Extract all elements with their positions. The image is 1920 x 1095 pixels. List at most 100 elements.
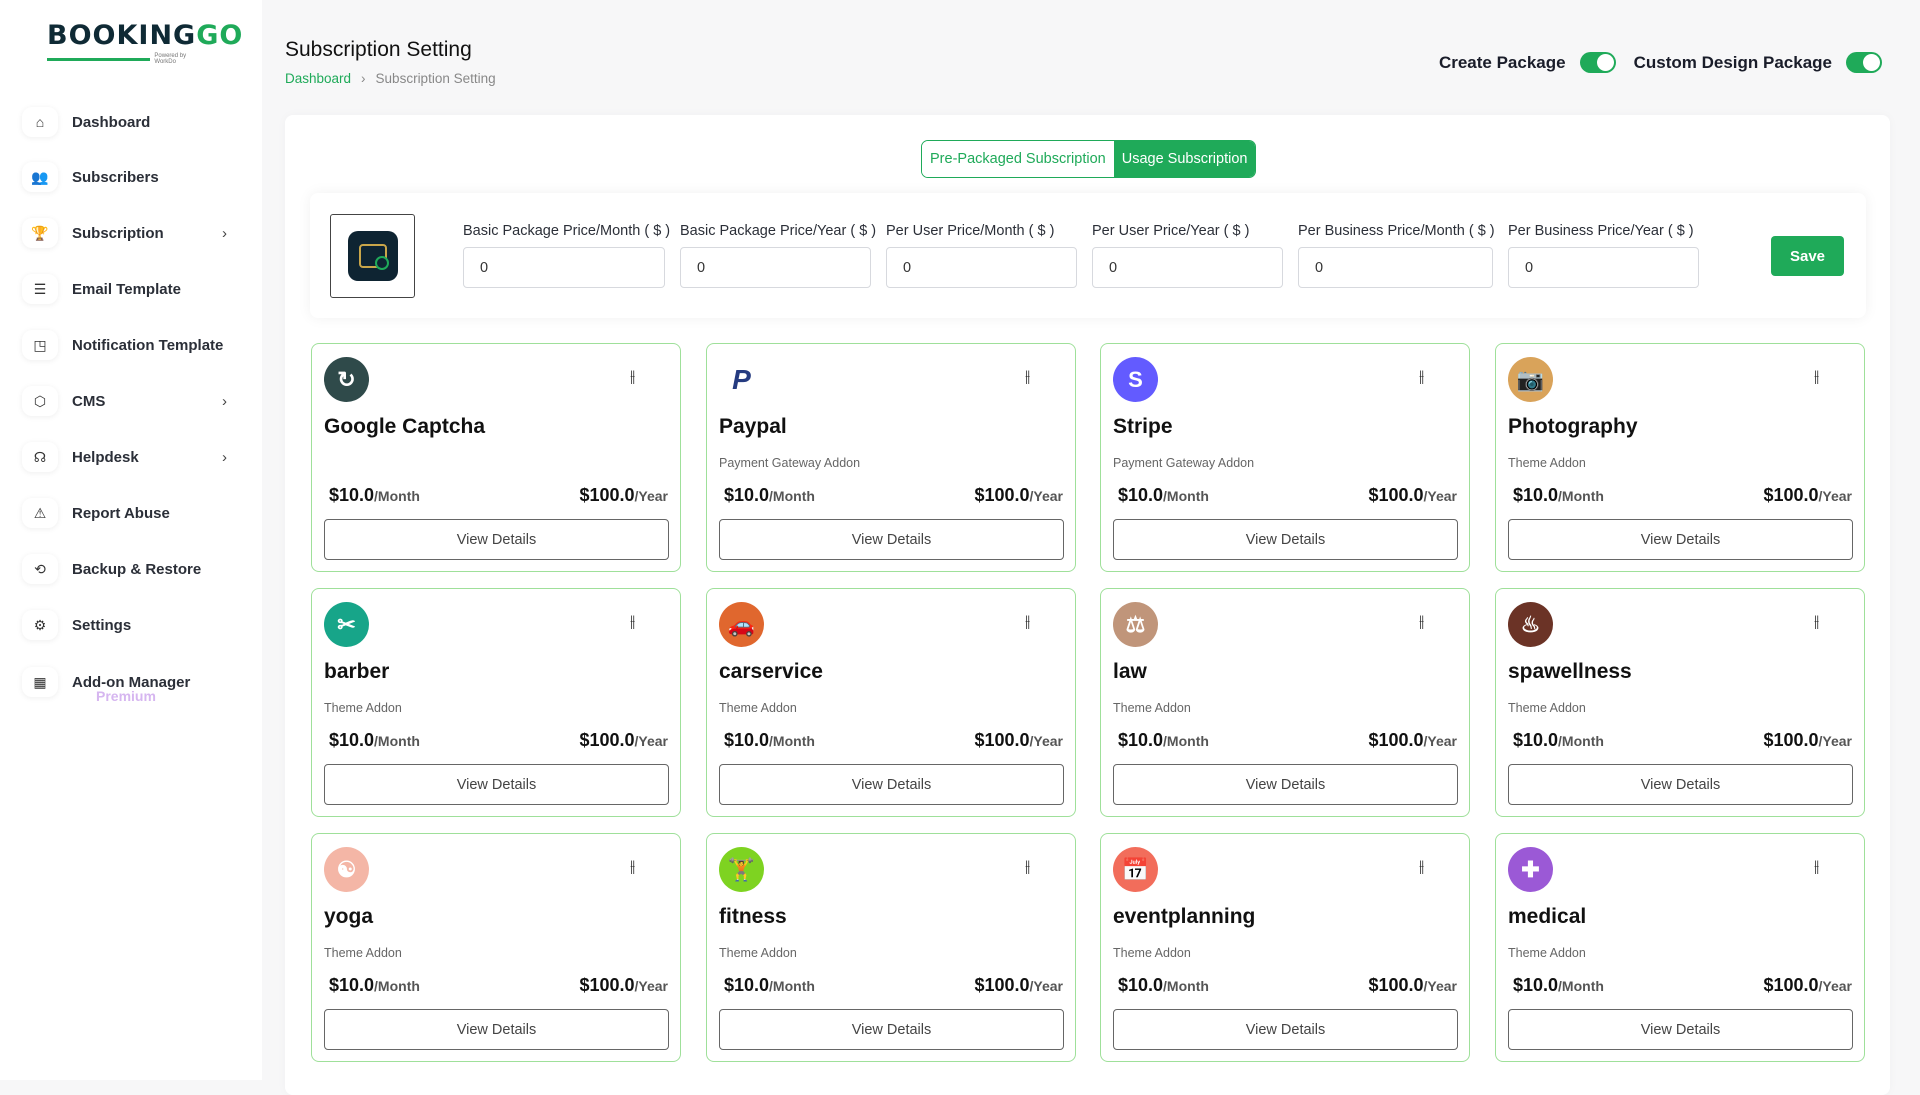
year-price: $100.0/Year <box>579 485 668 505</box>
year-unit: /Year <box>1423 733 1457 749</box>
sidebar-item-subscription[interactable]: 🏆 Subscription › <box>22 211 237 255</box>
sidebar-item-label: Subscription <box>72 224 164 242</box>
header-toggles: Create Package Custom Design Package <box>1439 52 1886 73</box>
create-package-toggle[interactable] <box>1579 52 1616 73</box>
month-price: $10.0/Month <box>329 975 420 995</box>
medical-icon: ✚ <box>1508 847 1553 892</box>
month-unit: /Month <box>1558 733 1604 749</box>
view-details-button[interactable]: View Details <box>324 519 669 560</box>
sliders-icon[interactable]: ⫲ <box>1814 368 1820 385</box>
yoga-icon: ☯ <box>324 847 369 892</box>
sliders-icon[interactable]: ⫲ <box>1419 368 1425 385</box>
sliders-icon[interactable]: ⫲ <box>1814 858 1820 875</box>
addon-name: spawellness <box>1508 660 1632 683</box>
sidebar-item-dashboard[interactable]: ⌂ Dashboard <box>22 100 237 144</box>
month-price: $10.0/Month <box>724 730 815 750</box>
month-price: $10.0/Month <box>1513 485 1604 505</box>
user-month-input[interactable] <box>886 247 1077 288</box>
sidebar-item-notification-template[interactable]: ◳ Notification Template <box>22 323 237 367</box>
year-unit: /Year <box>1818 978 1852 994</box>
camera-tripod-icon: 📷 <box>1508 357 1553 402</box>
sliders-icon[interactable]: ⫲ <box>630 858 636 875</box>
template-icon: ☰ <box>22 274 58 304</box>
year-price: $100.0/Year <box>579 730 668 750</box>
sidebar-item-add-on-manager[interactable]: ▦ Add-on Manager <box>22 660 237 704</box>
addon-card: 🏋 ⫲ fitness Theme Addon $10.0/Month $100.0/Ye… <box>706 833 1076 1062</box>
breadcrumb-dashboard-link[interactable]: Dashboard <box>285 71 352 86</box>
addon-name: medical <box>1508 905 1587 928</box>
cube-icon: ⬡ <box>22 386 58 416</box>
month-unit: /Month <box>1558 978 1604 994</box>
sliders-icon[interactable]: ⫲ <box>1025 368 1031 385</box>
view-details-button[interactable]: View Details <box>719 1009 1064 1050</box>
addon-type: Theme Addon <box>1113 946 1191 960</box>
sidebar-item-label: Helpdesk <box>72 448 139 466</box>
addon-card: S ⫲ Stripe Payment Gateway Addon $10.0/Month… <box>1100 343 1470 572</box>
view-details-button[interactable]: View Details <box>719 519 1064 560</box>
view-details-button[interactable]: View Details <box>719 764 1064 805</box>
basic-month-input[interactable] <box>463 247 665 288</box>
addon-type: Payment Gateway Addon <box>719 456 861 470</box>
sliders-icon[interactable]: ⫲ <box>630 613 636 630</box>
view-details-button[interactable]: View Details <box>324 764 669 805</box>
view-details-button[interactable]: View Details <box>1508 519 1853 560</box>
addon-name: eventplanning <box>1113 905 1256 928</box>
month-unit: /Month <box>1163 978 1209 994</box>
view-details-button[interactable]: View Details <box>1508 764 1853 805</box>
sidebar-item-settings[interactable]: ⚙ Settings <box>22 603 237 647</box>
view-details-button[interactable]: View Details <box>1113 519 1458 560</box>
sliders-icon[interactable]: ⫲ <box>1419 613 1425 630</box>
sliders-icon[interactable]: ⫲ <box>630 368 636 385</box>
month-unit: /Month <box>1163 733 1209 749</box>
sidebar-item-cms[interactable]: ⬡ CMS › <box>22 379 237 423</box>
sliders-icon[interactable]: ⫲ <box>1419 858 1425 875</box>
sidebar-item-backup-restore[interactable]: ⟲ Backup & Restore <box>22 547 237 591</box>
month-unit: /Month <box>374 978 420 994</box>
logo[interactable]: BOOKINGGO Powered by WorkDo <box>47 20 244 65</box>
sidebar-item-email-template[interactable]: ☰ Email Template <box>22 267 237 311</box>
sidebar-item-helpdesk[interactable]: ☊ Helpdesk › <box>22 435 237 479</box>
breadcrumb-current: Subscription Setting <box>375 71 496 86</box>
month-price: $10.0/Month <box>1118 975 1209 995</box>
view-details-button[interactable]: View Details <box>324 1009 669 1050</box>
addon-name: yoga <box>324 905 374 928</box>
view-details-button[interactable]: View Details <box>1113 764 1458 805</box>
year-unit: /Year <box>1818 733 1852 749</box>
backup-icon: ⟲ <box>22 554 58 584</box>
sidebar-item-label: CMS <box>72 392 106 410</box>
premium-badge: Premium <box>96 688 156 704</box>
stripe-icon: S <box>1113 357 1158 402</box>
basic-year-field: Basic Package Price/Year ( $ ) <box>680 223 876 288</box>
captcha-icon: ↻ <box>324 357 369 402</box>
business-month-input[interactable] <box>1298 247 1493 288</box>
business-month-field: Per Business Price/Month ( $ ) <box>1298 223 1495 288</box>
chevron-right-icon: › <box>222 224 227 242</box>
chevron-right-icon: › <box>361 71 366 86</box>
month-price: $10.0/Month <box>724 975 815 995</box>
paypal-icon: P <box>719 357 764 402</box>
view-details-button[interactable]: View Details <box>1113 1009 1458 1050</box>
month-price: $10.0/Month <box>1513 730 1604 750</box>
tab-pre-packaged-subscription[interactable]: Pre-Packaged Subscription <box>922 141 1114 177</box>
calendar-icon: 📅 <box>1113 847 1158 892</box>
year-price: $100.0/Year <box>1368 975 1457 995</box>
package-image[interactable] <box>330 214 415 298</box>
sliders-icon[interactable]: ⫲ <box>1814 613 1820 630</box>
addon-card: 📅 ⫲ eventplanning Theme Addon $10.0/Month $10… <box>1100 833 1470 1062</box>
user-year-input[interactable] <box>1092 247 1283 288</box>
save-button[interactable]: Save <box>1771 236 1844 276</box>
business-year-input[interactable] <box>1508 247 1699 288</box>
sliders-icon[interactable]: ⫲ <box>1025 613 1031 630</box>
custom-design-package-toggle[interactable] <box>1846 52 1882 73</box>
sidebar-item-report-abuse[interactable]: ⚠ Report Abuse <box>22 491 237 535</box>
addon-card: 🚗 ⫲ carservice Theme Addon $10.0/Month $100.0… <box>706 588 1076 817</box>
user-month-field: Per User Price/Month ( $ ) <box>886 223 1077 288</box>
sliders-icon[interactable]: ⫲ <box>1025 858 1031 875</box>
tab-usage-subscription[interactable]: Usage Subscription <box>1113 141 1256 177</box>
basic-year-input[interactable] <box>680 247 871 288</box>
sidebar-item-subscribers[interactable]: 👥 Subscribers <box>22 155 237 199</box>
gear-icon: ⚙ <box>22 610 58 640</box>
year-price: $100.0/Year <box>1763 975 1852 995</box>
month-unit: /Month <box>769 978 815 994</box>
view-details-button[interactable]: View Details <box>1508 1009 1853 1050</box>
